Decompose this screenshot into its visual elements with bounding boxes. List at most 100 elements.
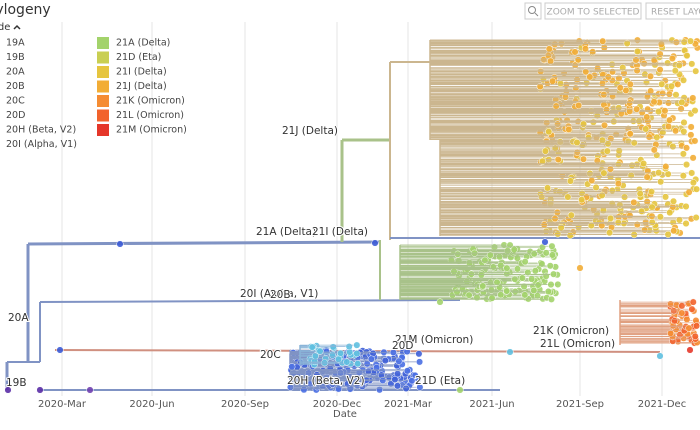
tip	[536, 83, 544, 91]
zoom-button[interactable]	[544, 2, 642, 20]
tip	[693, 185, 700, 193]
legend-toggle[interactable]	[13, 24, 21, 30]
legend-label[interactable]: 21M (Omicron)	[116, 125, 187, 136]
tip	[408, 377, 416, 385]
legend-label[interactable]: 20C	[6, 96, 25, 107]
legend-label[interactable]: 21D (Eta)	[116, 52, 161, 63]
tip	[503, 287, 511, 295]
tip	[630, 198, 638, 206]
tip	[619, 64, 627, 72]
tip	[650, 146, 658, 154]
x-tick-label: 2021-Sep	[556, 399, 604, 410]
tip	[682, 144, 691, 152]
search-icon	[528, 6, 536, 14]
tip	[682, 202, 690, 211]
tip	[503, 264, 511, 272]
tip	[630, 139, 638, 147]
tip	[685, 188, 693, 196]
tip	[687, 123, 695, 131]
tip	[679, 172, 687, 180]
tip	[530, 250, 538, 258]
tip	[688, 305, 696, 313]
legend-label[interactable]: 20B	[6, 81, 25, 92]
tip	[538, 157, 547, 165]
tip	[689, 154, 697, 162]
clade-label: 21D (Eta)	[415, 375, 465, 387]
tip	[354, 360, 362, 368]
tip	[353, 341, 361, 349]
tip	[592, 183, 600, 192]
x-tick-label: 2021-Mar	[384, 399, 433, 410]
tip	[633, 47, 641, 56]
tip	[488, 294, 496, 302]
reset-button[interactable]	[645, 2, 700, 20]
tip	[506, 348, 514, 356]
tip	[4, 386, 12, 394]
tip	[656, 66, 664, 74]
tip	[547, 57, 555, 65]
tip	[688, 60, 696, 68]
tip	[686, 37, 695, 45]
tip	[626, 130, 634, 138]
legend-label[interactable]: 21L (Omicron)	[116, 110, 184, 121]
legend-swatch	[97, 80, 109, 93]
x-tick-label: 2021-Dec	[638, 399, 686, 410]
tip	[643, 173, 651, 181]
tip	[672, 127, 680, 135]
zoom-button-label[interactable]: ZOOM TO SELECTED	[547, 8, 640, 18]
branch	[39, 299, 461, 303]
legend-label[interactable]: 19A	[6, 38, 25, 49]
tip	[393, 382, 402, 390]
tip	[345, 343, 353, 351]
tip	[403, 367, 411, 375]
tip	[308, 343, 316, 351]
tip	[544, 287, 552, 296]
clade-label: 20H (Beta, V2)	[287, 375, 365, 387]
tip	[602, 106, 611, 114]
legend-label[interactable]: 20D	[6, 110, 25, 121]
tip	[626, 80, 634, 88]
legend-label[interactable]: 20A	[6, 67, 25, 78]
tip	[633, 221, 641, 229]
tip	[316, 347, 324, 355]
tip	[381, 357, 389, 365]
tip	[642, 125, 650, 133]
tip	[565, 125, 573, 133]
clade-label: 21M (Omicron)	[395, 334, 473, 346]
legend-label[interactable]: 21J (Delta)	[116, 81, 167, 92]
tip	[674, 80, 682, 88]
tip	[586, 73, 594, 81]
legend-title[interactable]: Clade	[0, 22, 10, 33]
legend-label[interactable]: 21A (Delta)	[116, 38, 170, 49]
tip	[667, 300, 675, 308]
legend-label[interactable]: 20H (Beta, V2)	[6, 125, 76, 136]
tip	[669, 142, 677, 151]
clade-label: 21J (Delta)	[282, 125, 338, 137]
tip	[552, 102, 560, 110]
tip	[655, 169, 663, 177]
tip	[554, 230, 562, 238]
tip	[116, 240, 124, 248]
tip	[493, 278, 501, 286]
search-button[interactable]	[524, 2, 542, 20]
legend-label[interactable]: 21K (Omicron)	[116, 96, 185, 107]
tip	[541, 238, 549, 246]
legend-label[interactable]: 21I (Delta)	[116, 67, 167, 78]
tip	[689, 179, 697, 187]
tip	[588, 176, 596, 185]
reset-button-label[interactable]: RESET LAYOUT	[651, 8, 700, 18]
tip	[547, 281, 555, 289]
tip	[313, 371, 321, 379]
tip	[547, 295, 555, 303]
branch	[27, 240, 381, 246]
tip	[564, 193, 572, 201]
tip	[573, 139, 581, 147]
tip	[632, 56, 640, 64]
tip	[666, 116, 674, 124]
clade-label: 20D	[392, 340, 413, 352]
legend-label[interactable]: 19B	[6, 52, 25, 63]
legend-label[interactable]: 20I (Alpha, V1)	[6, 139, 77, 150]
tip	[648, 203, 656, 211]
tip	[288, 363, 296, 371]
